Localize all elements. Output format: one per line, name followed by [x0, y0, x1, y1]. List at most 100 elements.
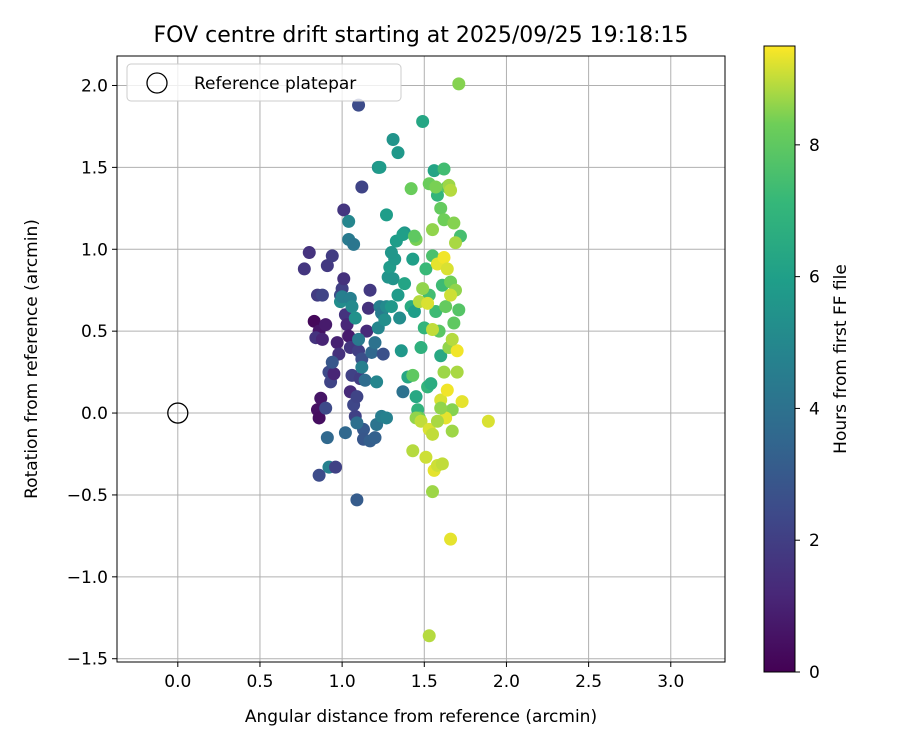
- data-point: [439, 300, 453, 314]
- colorbar: [763, 45, 796, 673]
- colorbar-ticks: 0 2 4 6 8: [795, 136, 820, 683]
- data-point: [345, 300, 359, 314]
- data-point: [437, 365, 451, 379]
- grid-lines: [117, 56, 725, 662]
- data-point: [419, 262, 433, 276]
- data-point: [391, 288, 405, 302]
- data-point: [450, 365, 464, 379]
- data-point: [325, 249, 339, 263]
- data-point: [434, 201, 448, 215]
- x-tick-label: 0.5: [246, 672, 273, 692]
- data-point: [320, 431, 334, 445]
- reference-point-marker: [167, 402, 189, 424]
- data-point: [347, 237, 361, 251]
- chart-title: FOV centre drift starting at 2025/09/25 …: [154, 23, 689, 48]
- data-point: [445, 424, 459, 438]
- data-point: [419, 450, 433, 464]
- data-point: [361, 301, 375, 315]
- data-point: [430, 414, 444, 428]
- data-point: [350, 416, 364, 430]
- data-point: [396, 228, 410, 242]
- data-point: [422, 629, 436, 643]
- colorbar-tick-label: 0: [809, 663, 820, 683]
- x-tick-label: 2.5: [575, 672, 602, 692]
- data-point: [368, 431, 382, 445]
- colorbar-tick-label: 6: [809, 268, 820, 288]
- colorbar-tick-label: 8: [809, 136, 820, 156]
- data-point: [297, 262, 311, 276]
- colorbar-tick-label: 2: [809, 531, 820, 551]
- data-point: [440, 383, 454, 397]
- colorbar-tick-label: 4: [809, 399, 820, 419]
- data-point: [447, 216, 461, 230]
- data-point: [307, 314, 321, 328]
- data-point: [319, 318, 333, 332]
- data-point: [452, 303, 466, 317]
- y-axis-label: Rotation from reference (arcmin): [22, 219, 42, 499]
- data-point: [337, 203, 351, 217]
- x-tick-label: 2.0: [493, 672, 520, 692]
- data-point: [426, 223, 440, 237]
- data-point: [330, 336, 344, 350]
- data-point: [348, 311, 362, 325]
- data-point: [394, 344, 408, 358]
- data-point: [352, 332, 366, 346]
- data-point: [427, 164, 441, 178]
- data-point: [444, 532, 458, 546]
- data-point: [363, 283, 377, 297]
- data-point: [424, 377, 438, 391]
- y-tick-label: 2.0: [81, 76, 108, 96]
- data-point: [426, 485, 440, 499]
- data-point: [379, 208, 393, 222]
- data-point: [414, 414, 428, 428]
- data-point: [434, 401, 448, 415]
- data-point: [407, 305, 421, 319]
- data-point: [378, 313, 392, 327]
- data-point: [319, 401, 333, 415]
- x-axis-label: Angular distance from reference (arcmin): [245, 707, 597, 727]
- y-tick-label: 0.5: [81, 322, 108, 342]
- data-point: [312, 468, 326, 482]
- data-point: [384, 246, 398, 260]
- x-tick-label: 1.0: [329, 672, 356, 692]
- data-point: [338, 426, 352, 440]
- data-point: [449, 236, 463, 250]
- y-tick-label: 1.5: [81, 158, 108, 178]
- reference-point: [167, 402, 189, 424]
- data-point: [360, 324, 374, 338]
- data-point: [352, 98, 366, 112]
- legend-marker-icon: [146, 72, 168, 94]
- data-point: [455, 395, 469, 409]
- data-point: [315, 332, 329, 346]
- plot-frame: [116, 55, 726, 663]
- data-point: [444, 288, 458, 302]
- data-point: [327, 367, 341, 381]
- data-point: [350, 390, 364, 404]
- data-point: [398, 277, 412, 291]
- data-point: [450, 344, 464, 358]
- data-point: [325, 355, 339, 369]
- scatter-points: [297, 77, 495, 643]
- data-point: [407, 229, 421, 243]
- data-point: [302, 246, 316, 260]
- data-point: [365, 345, 379, 359]
- data-point: [406, 252, 420, 266]
- y-tick-label: 1.0: [81, 240, 108, 260]
- y-tick-label: −0.5: [67, 486, 108, 506]
- y-tick-label: −1.5: [67, 650, 108, 670]
- data-point: [315, 288, 329, 302]
- data-point: [447, 316, 461, 330]
- axis-ticks: 0.0 0.5 1.0 1.5 2.0 2.5 3.0 −1.5 −1.0 −0.5 0.0 0.5 1…: [67, 76, 685, 692]
- data-point: [368, 336, 382, 350]
- data-point: [355, 180, 369, 194]
- data-point: [373, 160, 387, 174]
- data-point: [396, 385, 410, 399]
- data-point: [314, 391, 328, 405]
- data-point: [376, 347, 390, 361]
- data-point: [342, 329, 356, 343]
- data-point: [379, 411, 393, 425]
- data-point: [337, 272, 351, 286]
- data-point: [429, 305, 443, 319]
- data-point: [320, 259, 334, 273]
